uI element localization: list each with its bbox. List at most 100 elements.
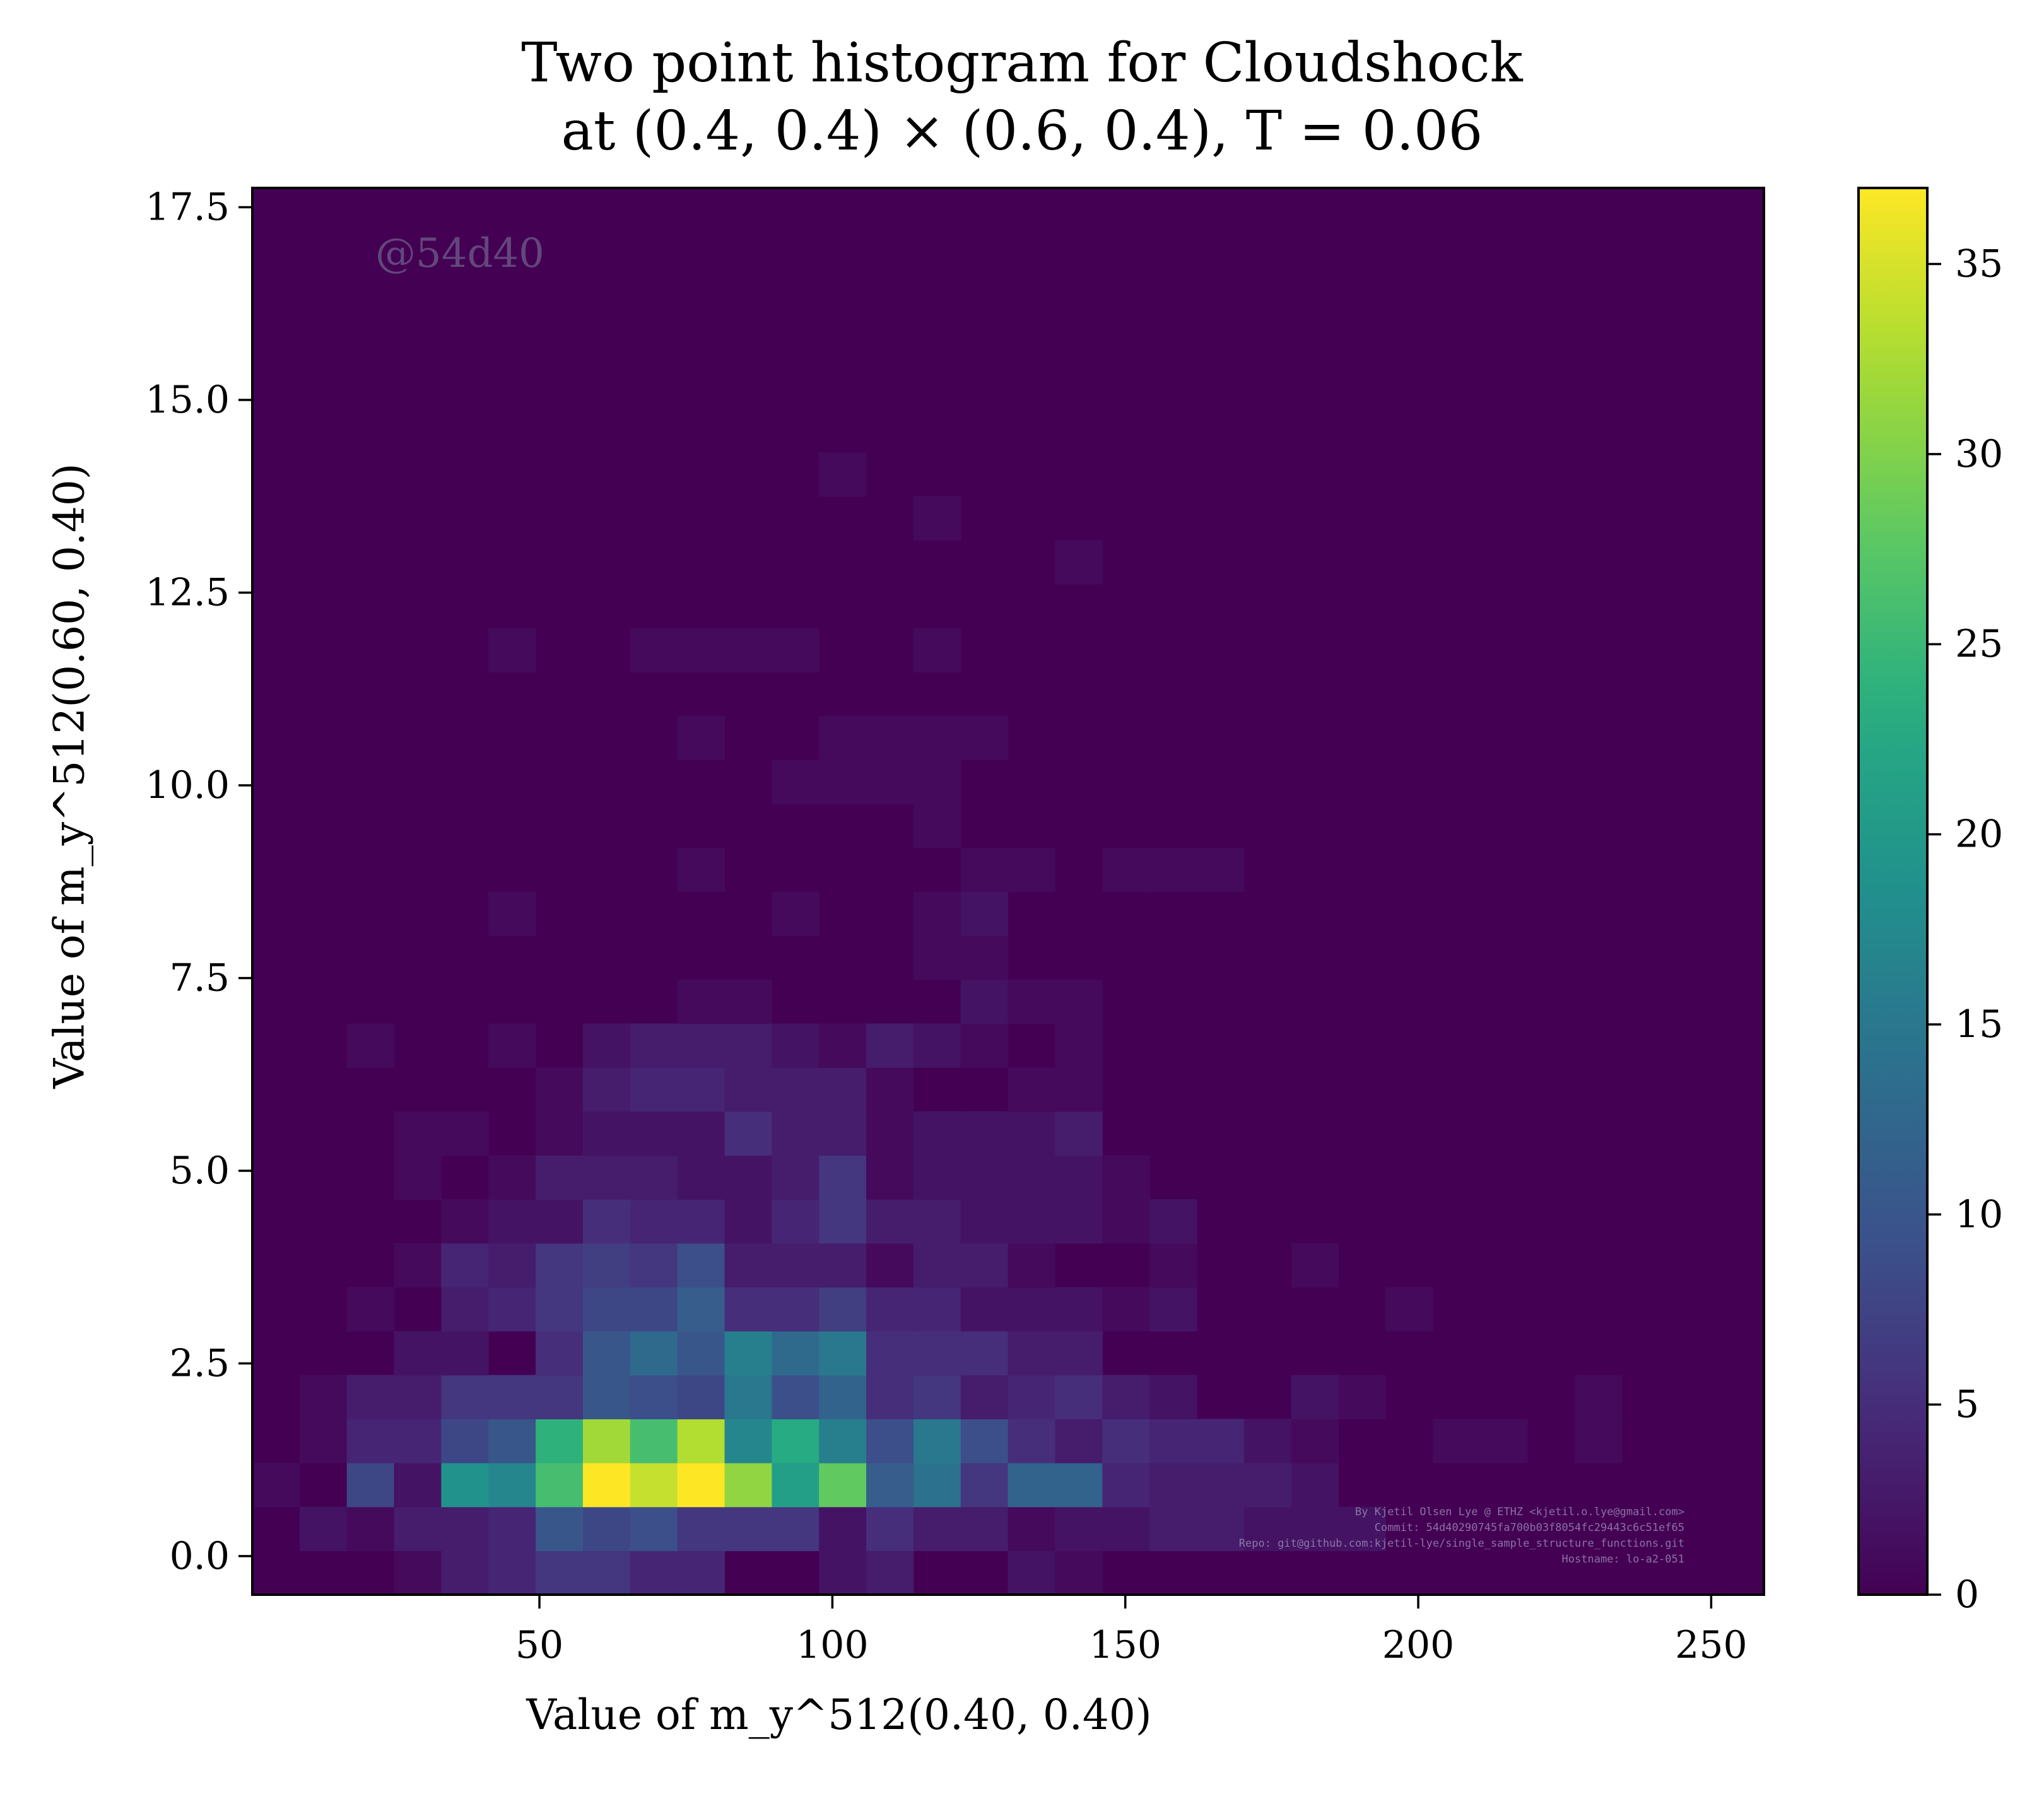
heatmap-cell [819, 1155, 867, 1200]
heatmap-cell [394, 1506, 442, 1551]
heatmap-cell [441, 1331, 489, 1376]
heatmap-cell [866, 1067, 914, 1112]
colorbar-tick-label: 35 [1955, 242, 2003, 286]
heatmap-cell [819, 1067, 867, 1112]
heatmap-cell [1574, 1419, 1623, 1463]
colorbar-tick-label: 15 [1955, 1002, 2003, 1046]
heatmap-cell [299, 1375, 348, 1420]
heatmap-cell [394, 1331, 442, 1376]
heatmap-cell [488, 1375, 536, 1420]
heatmap-cell [772, 1463, 819, 1508]
heatmap-cell [1055, 1155, 1103, 1200]
heatmap-cell [960, 716, 1009, 761]
heatmap-cell [960, 979, 1009, 1024]
heatmap-cell [536, 1199, 584, 1244]
heatmap-cell [630, 1023, 678, 1068]
heatmap-cell [772, 1199, 819, 1244]
heatmap-cell [1102, 1419, 1150, 1463]
heatmap-cell [536, 1375, 584, 1420]
heatmap-cell [913, 1199, 961, 1244]
heatmap-cell [441, 1111, 489, 1156]
colorbar-tick-label: 0 [1955, 1573, 1979, 1617]
heatmap-cell [1007, 1111, 1056, 1156]
heatmap-cell [488, 891, 536, 936]
heatmap-cell [677, 1551, 725, 1595]
heatmap-cell [724, 1419, 772, 1463]
heatmap-cell [1055, 540, 1103, 585]
heatmap-cell [1197, 1419, 1245, 1463]
heatmap-cell [1007, 1067, 1056, 1112]
heatmap-cell [536, 1506, 584, 1551]
heatmap-cell [441, 1287, 489, 1332]
heatmap-cell [582, 1155, 631, 1200]
x-axis-label: Value of m_y^512(0.40, 0.40) [526, 1691, 1152, 1739]
chart-title-line1: Two point histogram for Cloudshock [521, 32, 1523, 95]
y-tick-label: 5.0 [170, 1149, 230, 1193]
heatmap-cell [1149, 847, 1197, 893]
heatmap-cell [1480, 1419, 1528, 1463]
heatmap-cell [630, 1067, 678, 1112]
heatmap-cell [913, 1243, 961, 1288]
heatmap-cell [488, 1023, 536, 1068]
heatmap-cell [1197, 1506, 1245, 1551]
x-tick-label: 250 [1675, 1623, 1747, 1667]
heatmap-cell [960, 935, 1009, 980]
heatmap-cell [866, 1419, 914, 1463]
heatmap-cell [630, 1243, 678, 1288]
heatmap-cell [819, 1243, 867, 1288]
heatmap-cell [819, 1419, 867, 1463]
heatmap-cell [724, 1067, 772, 1112]
heatmap-cell [582, 1199, 631, 1244]
heatmap-cell [819, 1375, 867, 1420]
heatmap-cell [772, 1111, 819, 1156]
heatmap-cell [866, 1506, 914, 1551]
heatmap-cell [913, 1111, 961, 1156]
heatmap-cell [1149, 1506, 1197, 1551]
heatmap-cell [913, 496, 961, 541]
heatmap-cell [772, 1023, 819, 1068]
heatmap-cell [772, 628, 819, 672]
heatmap-cell [960, 1331, 1009, 1376]
heatmap-cell [913, 716, 961, 761]
heatmap-cell [677, 979, 725, 1024]
heatmap-cell [677, 1243, 725, 1288]
heatmap-cell [1055, 1023, 1103, 1068]
heatmap-cell [630, 1419, 678, 1463]
colorbar-gradient [1857, 187, 1929, 1596]
heatmap-cell [1007, 847, 1056, 893]
heatmap-cell [1055, 979, 1103, 1024]
heatmap-cell [488, 628, 536, 672]
colorbar-tick-label: 10 [1955, 1192, 2003, 1236]
heatmap-cell [772, 891, 819, 936]
heatmap-cell [724, 1111, 772, 1156]
y-tick-label: 15.0 [145, 378, 230, 422]
credit-line-commit: Commit: 54d40290745fa700b03f8054fc29443c… [1374, 1521, 1684, 1534]
heatmap-cell [488, 1199, 536, 1244]
heatmap-cell [866, 1463, 914, 1508]
heatmap-cell [724, 1243, 772, 1288]
heatmap-cell [960, 1111, 1009, 1156]
heatmap-cell [866, 1375, 914, 1420]
colorbar-tick-label: 20 [1955, 812, 2003, 857]
heatmap-cell [677, 1111, 725, 1156]
heatmap-cell [441, 1419, 489, 1463]
heatmap-cell [866, 1199, 914, 1244]
heatmap-cell [1243, 1506, 1292, 1551]
heatmap-cell [724, 979, 772, 1024]
heatmap-cell [913, 804, 961, 848]
heatmap-cell [394, 1463, 442, 1508]
y-tick-label: 7.5 [170, 956, 230, 1000]
heatmap-cell [819, 1506, 867, 1551]
heatmap-cell [1149, 1287, 1197, 1332]
credit-block: By Kjetil Olsen Lye @ ETHZ <kjetil.o.lye… [927, 1504, 1684, 1568]
heatmap-cell [582, 1463, 631, 1508]
heatmap-cell [1055, 1111, 1103, 1156]
heatmap-cell [866, 1111, 914, 1156]
heatmap-cell [819, 716, 867, 761]
heatmap-cell [677, 1463, 725, 1508]
heatmap-cell [1338, 1375, 1387, 1420]
heatmap-cell [772, 1506, 819, 1551]
heatmap-cell [630, 1111, 678, 1156]
heatmap-cell [1338, 1506, 1387, 1551]
heatmap-cell [913, 1155, 961, 1200]
